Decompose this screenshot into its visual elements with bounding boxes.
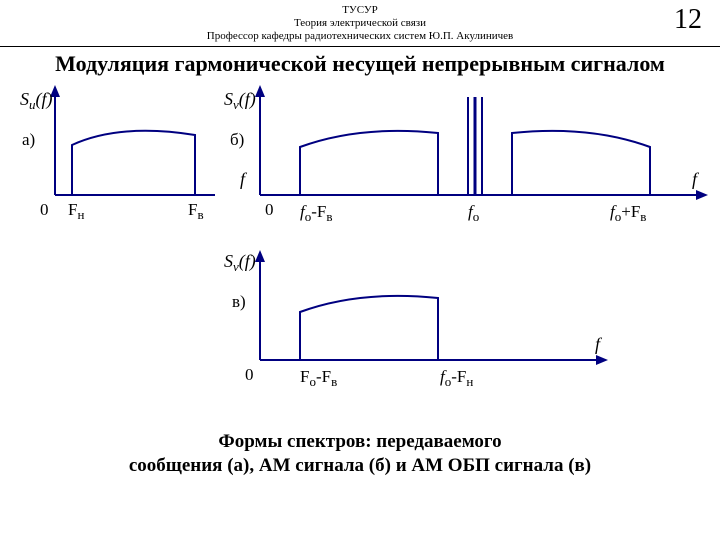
caption: Формы спектров: передаваемого сообщения … (0, 430, 720, 479)
caption-line1: Формы спектров: передаваемого (0, 430, 720, 455)
diagram-a (50, 85, 215, 195)
panel-v-label: в) (232, 292, 246, 311)
fo-Fn-label: fo-Fн (440, 367, 473, 389)
f-axis-a: f (240, 169, 248, 189)
fo-label: fo (468, 202, 479, 224)
f-axis-v: f (595, 334, 603, 354)
diagram-v (255, 250, 608, 365)
slide-title: Модуляция гармонической несущей непрерыв… (0, 51, 720, 77)
diagram-b (255, 85, 708, 200)
fn-label: Fн (68, 200, 84, 222)
diagram-row2: Sv(f) в) 0 Fo-Fв fo-Fн f (0, 245, 720, 400)
slide-header: ТУСУР Теория электрической связи Професс… (0, 0, 720, 47)
fv-label: Fв (188, 200, 204, 222)
header-line1: ТУСУР (0, 4, 720, 17)
page-number: 12 (674, 4, 702, 36)
header-line2: Теория электрической связи (0, 17, 720, 30)
label-su: Su(f) (20, 89, 53, 112)
f-axis-b: f (692, 169, 700, 189)
panel-b-label: б) (230, 130, 244, 149)
Fo-Fv-label: Fo-Fв (300, 367, 337, 389)
zero-v: 0 (245, 365, 254, 384)
panel-a-label: а) (22, 130, 35, 149)
fo+fv-label: fo+Fв (610, 202, 646, 224)
diagram-row1: Su(f) а) 0 Fн Fв f Sv(f) б) 0 fo-Fв fo f… (0, 85, 720, 245)
header-line3: Профессор кафедры радиотехнических систе… (0, 30, 720, 43)
fo-fv-label: fo-Fв (300, 202, 333, 224)
spectrum-v-svg: Sv(f) в) 0 Fo-Fв fo-Fн f (0, 245, 720, 400)
spectrum-ab-svg: Su(f) а) 0 Fн Fв f Sv(f) б) 0 fo-Fв fo f… (0, 85, 720, 245)
label-sv: Sv(f) (224, 89, 256, 112)
zero-a: 0 (40, 200, 49, 219)
caption-line2: сообщения (а), АМ сигнала (б) и АМ ОБП с… (0, 454, 720, 479)
zero-b: 0 (265, 200, 274, 219)
label-sv2: Sv(f) (224, 251, 256, 274)
